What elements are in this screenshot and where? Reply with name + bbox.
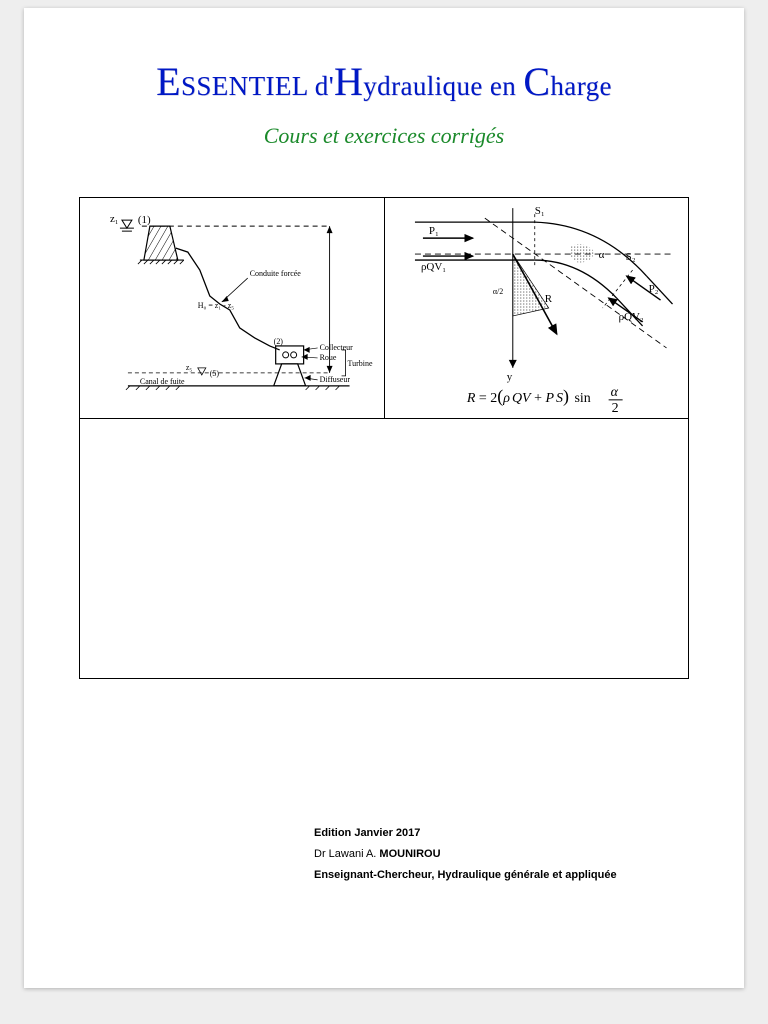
label-turbine: Turbine	[348, 359, 373, 368]
svg-text:α: α	[610, 385, 618, 400]
label-z5: z₅	[186, 363, 193, 372]
author-role: Enseignant-Chercheur, Hydraulique généra…	[314, 869, 617, 881]
svg-text:R = 2(ρQV + PS) sin: R = 2(ρQV + PS) sin	[465, 386, 590, 407]
title-cap-E: E	[156, 59, 181, 104]
title-part-1: SSENTIEL d'	[181, 71, 334, 101]
label-S2: S₂	[625, 251, 635, 263]
title-part-5: harge	[550, 71, 611, 101]
dam-diagram: z₁ (1)	[80, 198, 385, 418]
svg-text:2: 2	[611, 401, 618, 416]
figure-grid: z₁ (1)	[79, 197, 689, 679]
label-alpha: α	[598, 249, 604, 261]
figure-row-1: z₁ (1)	[80, 198, 688, 419]
author-surname: MOUNIROU	[379, 848, 440, 860]
title-cap-H: H	[334, 59, 363, 104]
main-title: ESSENTIEL d'Hydraulique en Charge	[79, 58, 689, 105]
figure-row-2-empty	[80, 419, 688, 677]
author-prefix: Dr Lawani A.	[314, 848, 379, 860]
label-canal: Canal de fuite	[140, 377, 185, 386]
label-z1: z₁	[110, 213, 119, 225]
label-diffuseur: Diffuseur	[320, 375, 351, 384]
label-R: R	[544, 293, 552, 305]
subtitle: Cours et exercices corrigés	[79, 123, 689, 149]
label-pQV1: ρQV₁	[420, 261, 445, 273]
label-collecteur: Collecteur	[320, 343, 354, 352]
title-part-3: ydraulique en	[363, 71, 523, 101]
vector-diagram: y α α/2 P₁	[385, 198, 689, 418]
label-five: (5)	[210, 369, 220, 378]
label-roue: Roue	[320, 353, 337, 362]
label-one: (1)	[138, 214, 151, 226]
label-S1: S₁	[534, 205, 544, 217]
label-H0: H₀ = z₁ - z₅	[198, 301, 235, 310]
edition-line: Edition Janvier 2017	[314, 827, 420, 839]
label-a2: α/2	[492, 287, 502, 296]
title-cap-C: C	[523, 59, 550, 104]
label-conduite: Conduite forcée	[250, 269, 302, 278]
document-page: ESSENTIEL d'Hydraulique en Charge Cours …	[24, 8, 744, 988]
credits-block: Edition Janvier 2017 Dr Lawani A. MOUNIR…	[314, 823, 617, 886]
label-two: (2)	[274, 337, 284, 346]
equation: R = 2(ρQV + PS) sin α 2	[465, 385, 622, 416]
label-P2: P₂	[648, 283, 658, 295]
label-y: y	[506, 371, 512, 383]
label-pQV2: ρQV₂	[618, 311, 643, 323]
label-P1: P₁	[428, 225, 438, 237]
